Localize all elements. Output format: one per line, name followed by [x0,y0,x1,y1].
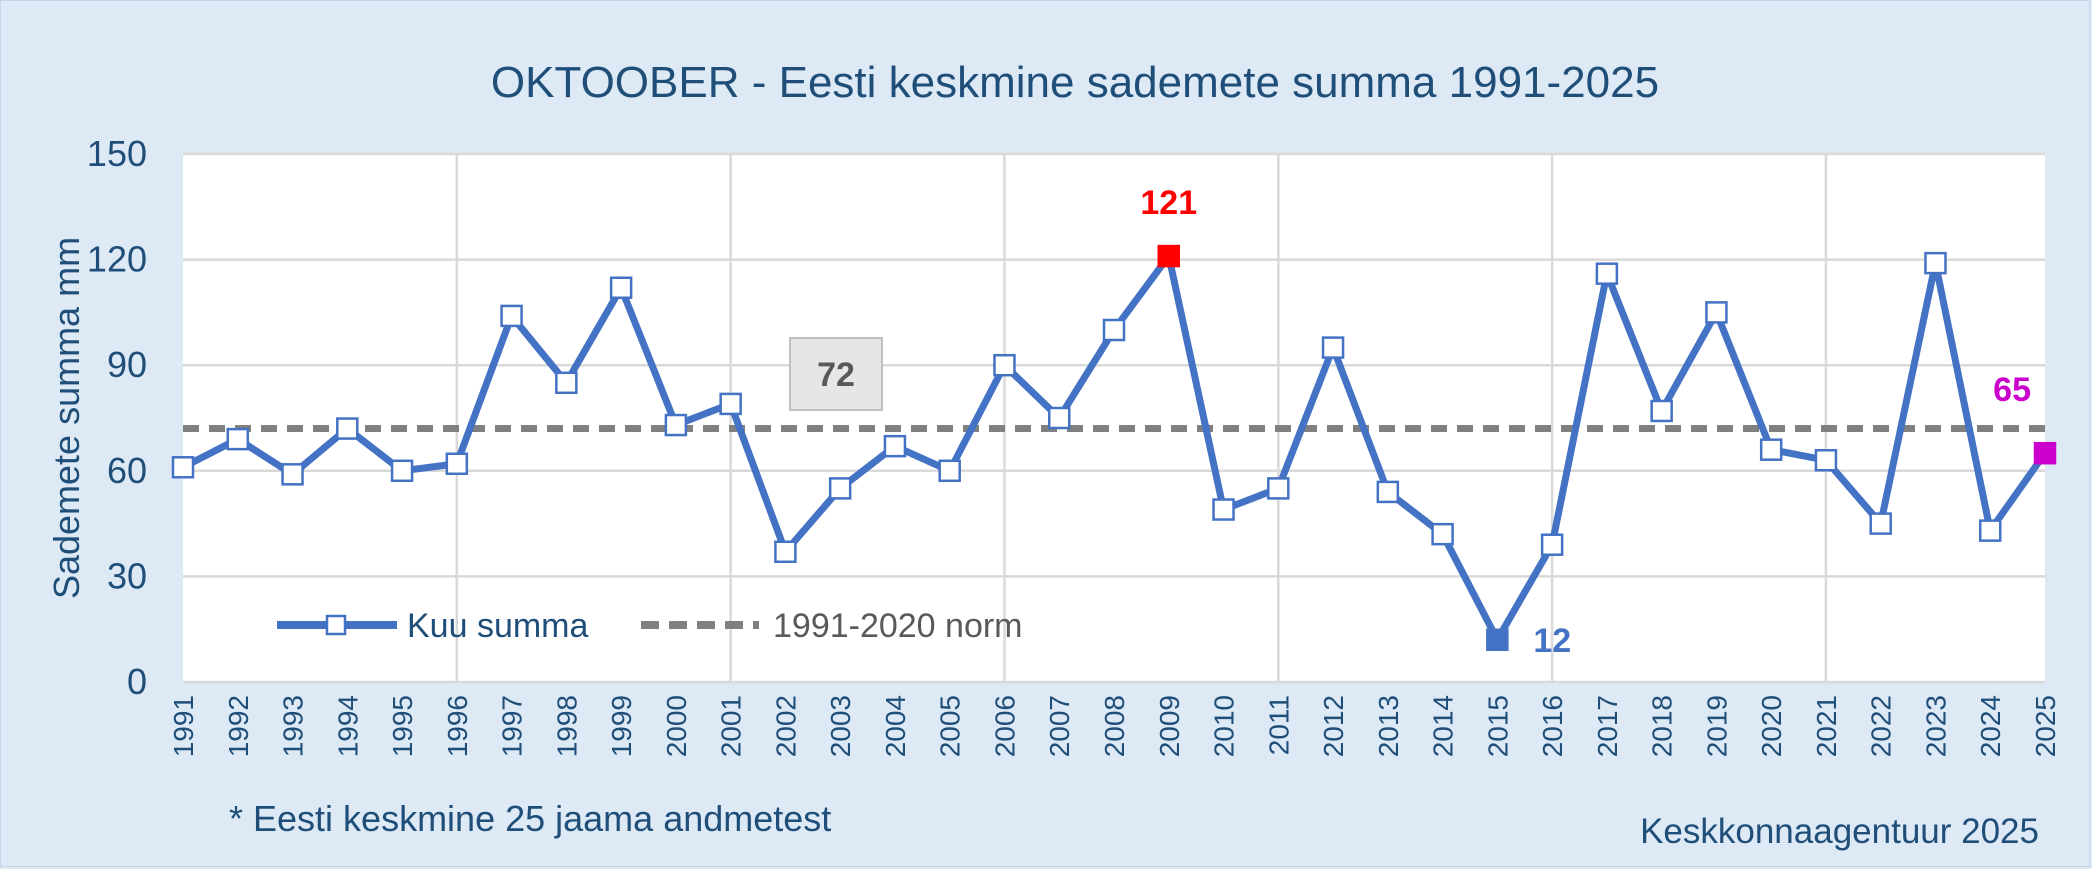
data-point-2023 [1924,251,1947,275]
x-tick-label: 2002 [770,695,801,757]
data-point-2014 [1431,522,1454,546]
x-tick-label: 2003 [825,695,856,757]
legend-kuu-summa-marker [325,614,347,636]
data-point-1998 [555,371,578,395]
data-point-1996 [445,452,469,476]
x-tick-label: 1993 [278,695,309,757]
data-point-2006 [993,353,1016,377]
data-point-2008 [1102,318,1126,342]
y-axis-label: Sademete summa mm [46,237,87,599]
norm-value-box [789,337,883,411]
kuu-summa-series [171,244,2057,652]
x-tick-label: 2001 [716,695,747,757]
data-point-1997 [500,304,523,328]
data-point-2025 [2033,441,2057,465]
data-point-1994 [336,417,359,440]
data-point-1993 [281,463,304,486]
data-labels: 121 12 65 [1140,184,2031,660]
data-point-2013 [1376,480,1400,504]
data-point-2015 [1486,628,1509,652]
x-tick-label: 1996 [442,695,473,757]
x-tick-label: 2022 [1866,695,1897,757]
data-point-1999 [609,276,633,300]
data-point-2016 [1540,533,1564,556]
x-tick-label: 1997 [497,695,528,757]
x-tick-label: 2017 [1592,695,1623,757]
x-tick-label: 2006 [989,695,1020,757]
data-point-1995 [390,459,414,483]
footnote: * Eesti keskmine 25 jaama andmetest [229,798,831,839]
x-tick-label: 1999 [606,695,637,757]
norm-series: 72 [183,337,2045,433]
data-point-1992 [226,427,250,451]
data-point-2022 [1869,512,1892,535]
data-point-1991 [171,456,195,479]
data-point-2021 [1814,448,1838,472]
x-tick-label: 2025 [2030,695,2061,757]
x-tick-label: 2018 [1647,695,1678,757]
data-point-2000 [664,413,688,437]
data-point-2012 [1321,336,1345,359]
y-tick-label: 150 [87,133,147,174]
data-label-2025: 65 [1993,371,2031,409]
x-tick-label: 2020 [1756,695,1787,757]
x-tick-label: 2012 [1318,695,1349,757]
x-tick-label: 2007 [1044,695,1075,757]
data-point-2004 [883,434,907,458]
y-tick-label: 90 [107,344,147,385]
norm-value-label: 72 [817,356,855,394]
x-tick-label: 2011 [1263,695,1294,755]
data-point-2003 [828,477,852,500]
x-tick-label: 2000 [661,695,692,757]
x-tick-label: 2014 [1428,695,1459,757]
data-point-2020 [1759,438,1783,461]
x-tick-label: 1998 [551,695,582,757]
data-point-2009 [1157,244,1181,268]
x-tick-label: 1992 [223,695,254,757]
x-tick-label: 1991 [168,695,199,757]
source-credit: Keskkonnaagentuur 2025 [1640,812,2039,851]
x-tick-label: 2010 [1209,695,1240,757]
data-point-2005 [938,459,961,483]
y-tick-label: 30 [107,555,147,596]
data-point-2019 [1705,301,1728,324]
data-point-2017 [1595,262,1619,285]
data-label-2015: 12 [1533,622,1571,660]
y-tick-label: 120 [87,239,147,280]
legend-kuu-summa-label: Kuu summa [407,607,588,645]
x-tick-label: 2021 [1811,695,1842,757]
data-point-2024 [1978,519,2002,542]
chart-title: OKTOOBER - Eesti keskmine sademete summa… [491,58,1659,107]
axes: 0 30 60 90 120 150 1991 1992 1993 1994 1995 1996 199… [87,133,2061,757]
data-point-2001 [719,392,742,416]
data-point-2007 [1047,406,1071,430]
x-tick-label: 2008 [1099,695,1130,757]
data-point-2002 [774,540,797,564]
y-tick-label: 0 [127,661,147,702]
data-point-2018 [1650,399,1673,423]
data-point-2010 [1212,498,1235,521]
y-tick-label: 60 [107,450,147,491]
x-tick-label: 2024 [1975,695,2006,757]
plot-area [183,154,2045,682]
x-tick-label: 2019 [1701,695,1732,757]
x-tick-label: 2013 [1373,695,1404,757]
x-tick-label: 2016 [1537,695,1568,757]
x-tick-label: 2004 [880,695,911,757]
x-tick-label: 2015 [1482,695,1513,757]
x-tick-label: 1994 [332,695,363,757]
x-tick-label: 2005 [935,695,966,757]
x-tick-label: 2023 [1920,695,1951,757]
x-tick-label: 2009 [1154,695,1185,757]
data-point-2011 [1267,477,1290,500]
legend-norm-label: 1991-2020 norm [773,607,1023,645]
legend: Kuu summa 1991-2020 norm [277,607,1023,645]
data-label-2009: 121 [1140,184,1197,222]
x-tick-label: 1995 [387,695,418,757]
